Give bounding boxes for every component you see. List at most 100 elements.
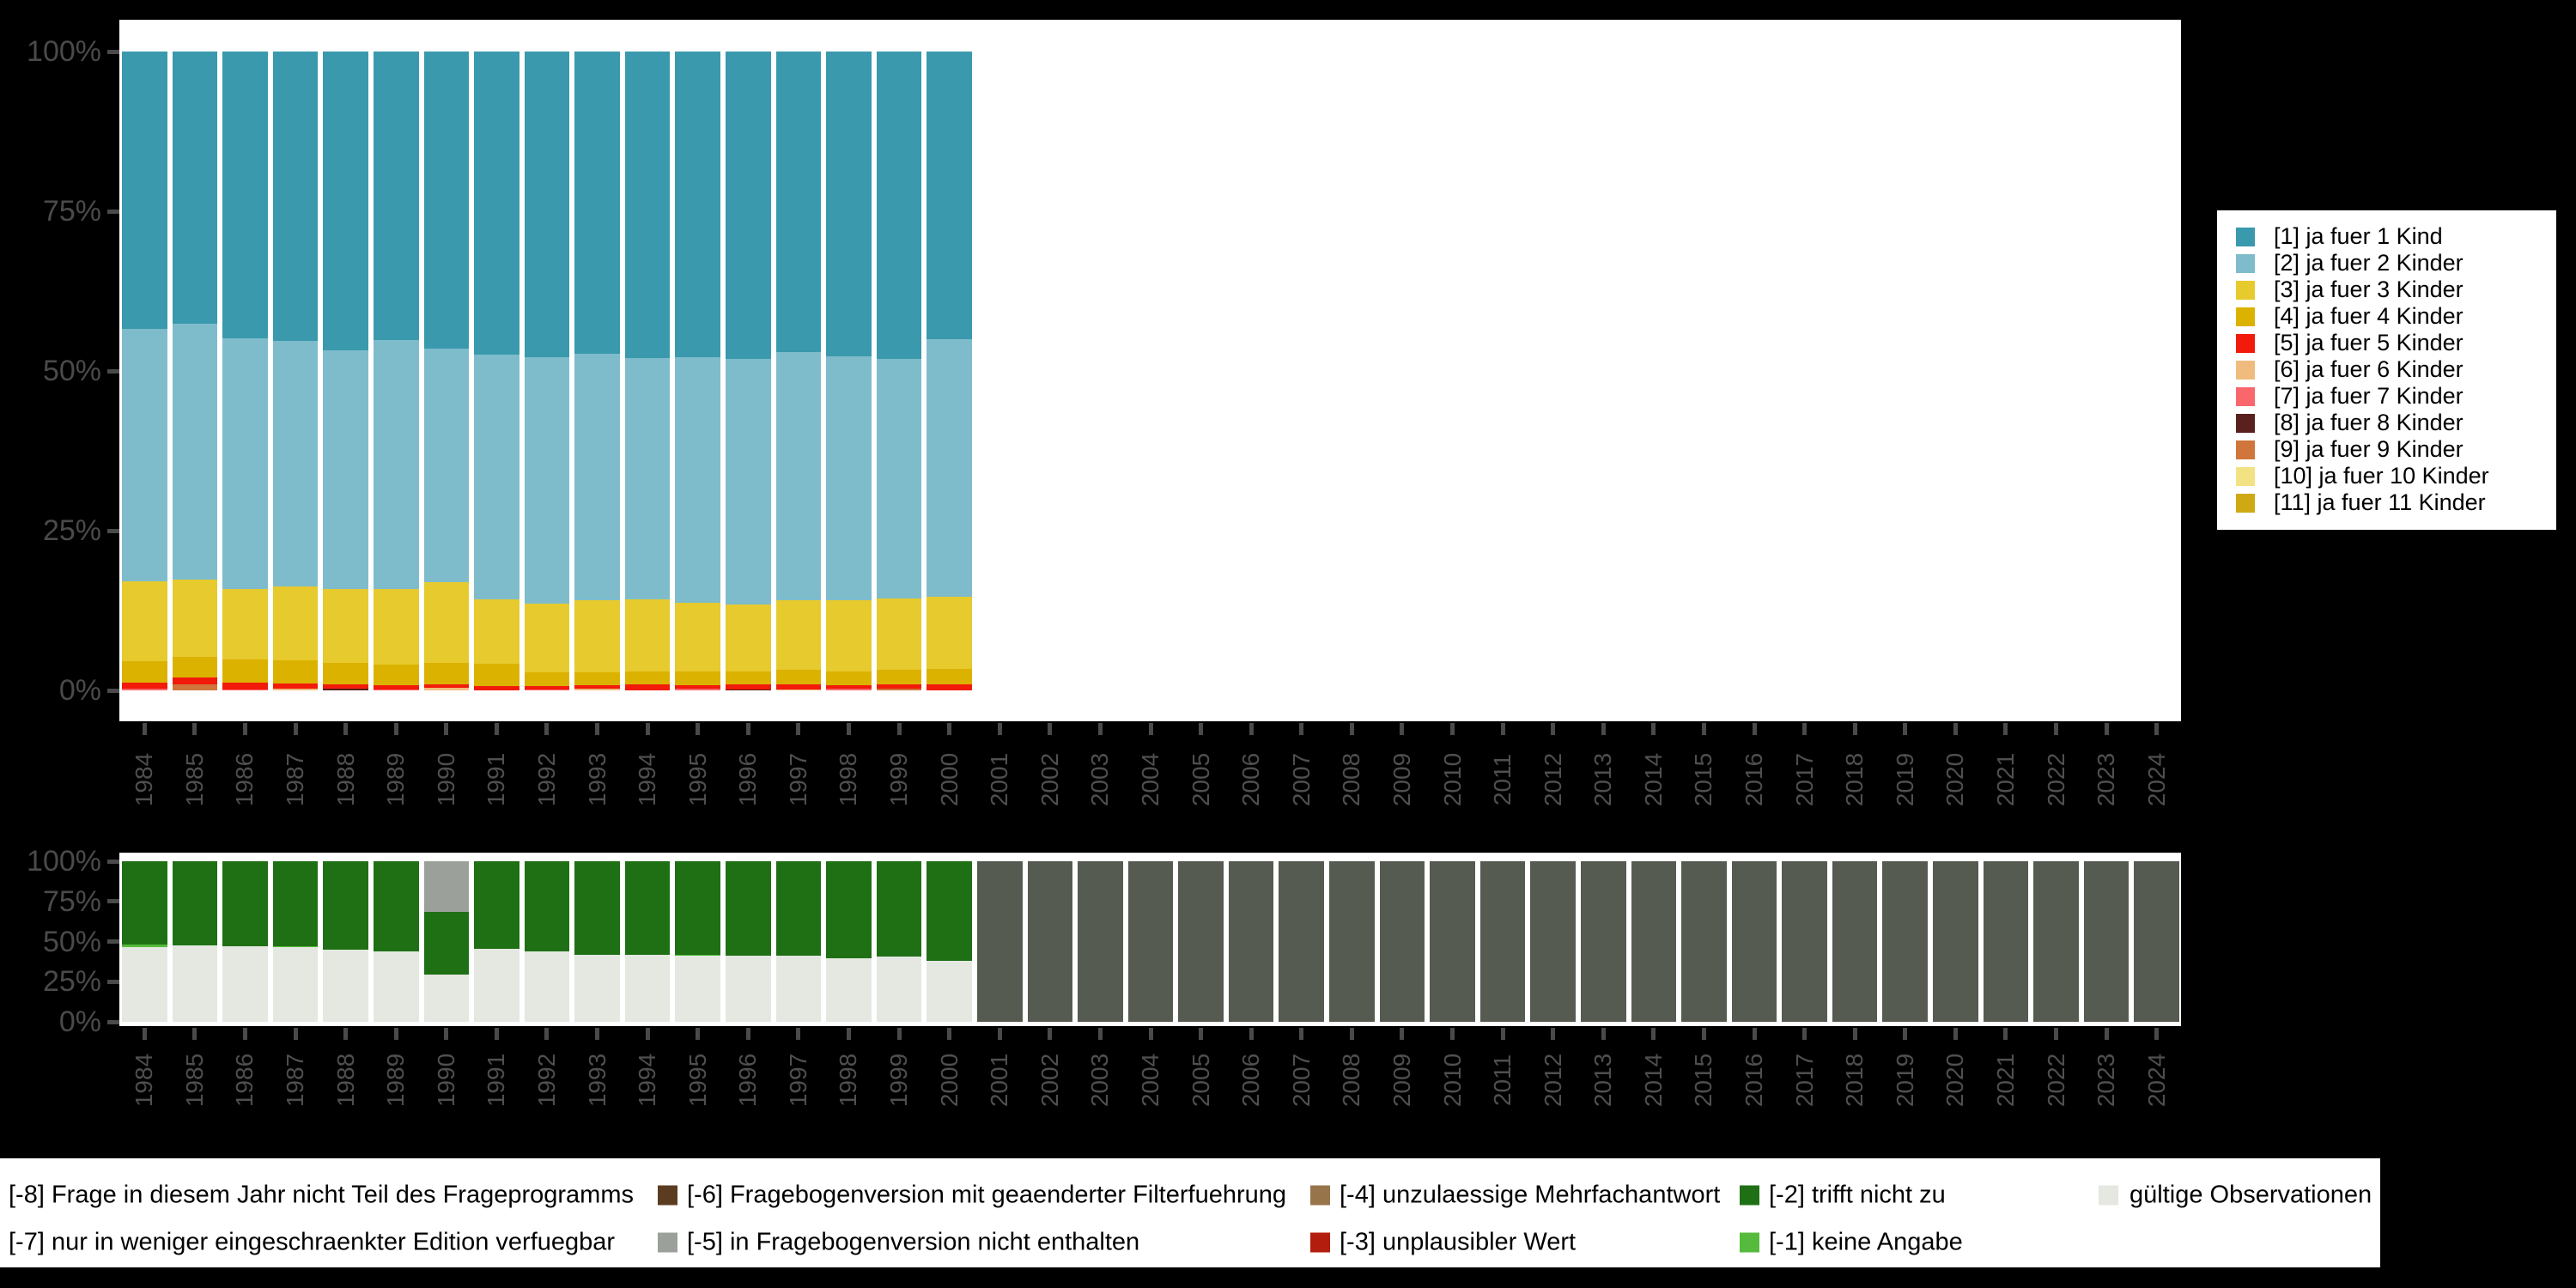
segment	[122, 947, 167, 1022]
y-tick	[107, 209, 119, 214]
x-tick-label-2008: 2008	[1338, 752, 1365, 807]
bar-2002	[1027, 853, 1073, 1026]
bar-1998	[826, 20, 872, 721]
x-tick-label-2018: 2018	[1841, 1053, 1868, 1108]
bar-2022	[2033, 853, 2079, 1026]
missing-code-label: [-5] in Fragebogenversion nicht enthalte…	[687, 1228, 1140, 1256]
x-tick-label-1996: 1996	[734, 1053, 762, 1108]
bar-2000	[927, 853, 972, 1026]
legend-entry: [2] ja fuer 2 Kinder	[2236, 250, 2464, 276]
segment	[726, 684, 771, 690]
segment	[222, 683, 268, 690]
bar-1989	[373, 20, 419, 721]
segment	[1329, 861, 1375, 1022]
segment	[222, 338, 268, 589]
x-tick-label-1994: 1994	[634, 1053, 661, 1108]
segment	[423, 348, 470, 583]
bar-2007	[1279, 853, 1325, 1026]
x-tick	[1349, 1028, 1354, 1040]
legend-label: [1] ja fuer 1 Kind	[2274, 223, 2443, 249]
bar-2024	[2134, 853, 2179, 1026]
legend-swatch	[2236, 307, 2255, 326]
x-tick	[242, 723, 247, 735]
segment	[624, 599, 671, 672]
x-tick-label-1996: 1996	[734, 752, 762, 807]
missing-code-swatch	[658, 1185, 677, 1206]
segment	[524, 861, 570, 951]
x-tick-label-2013: 2013	[1589, 752, 1617, 807]
x-tick	[1148, 1028, 1153, 1040]
bar-2011	[1479, 853, 1526, 1026]
segment	[1882, 861, 1929, 1022]
x-tick	[2104, 723, 2109, 735]
segment	[826, 957, 872, 1022]
bar-1993	[574, 20, 620, 721]
segment	[373, 951, 419, 1022]
segment	[574, 861, 620, 956]
x-tick-label-2017: 2017	[1790, 752, 1818, 807]
x-tick-label-2002: 2002	[1036, 752, 1063, 807]
y-tick-label: 0%	[58, 674, 101, 707]
x-tick	[1601, 723, 1606, 735]
x-tick	[343, 1028, 349, 1040]
segment	[675, 356, 721, 604]
x-tick	[544, 1028, 550, 1040]
segment	[726, 671, 771, 685]
segment	[122, 328, 167, 581]
x-tick-label-1992: 1992	[532, 1053, 560, 1108]
x-tick-label-1986: 1986	[231, 752, 258, 807]
x-tick-label-2023: 2023	[2093, 1053, 2120, 1108]
x-tick	[494, 1028, 499, 1040]
segment	[172, 657, 218, 678]
x-tick-label-1997: 1997	[784, 1053, 811, 1108]
x-tick	[1199, 1028, 1204, 1040]
x-tick	[1701, 1028, 1706, 1040]
missing-codes-legend: [-8] Frage in diesem Jahr nicht Teil des…	[0, 1158, 2380, 1267]
x-tick	[1551, 1028, 1556, 1040]
segment	[524, 356, 570, 604]
y-tick	[107, 1019, 119, 1024]
segment	[373, 52, 419, 341]
segment	[373, 665, 419, 686]
segment	[172, 580, 218, 658]
segment	[826, 688, 872, 690]
y-tick-label: 75%	[42, 195, 101, 228]
x-tick	[1249, 1028, 1254, 1040]
segment	[323, 861, 368, 951]
x-tick-label-2020: 2020	[1941, 1053, 1969, 1108]
x-tick	[1249, 723, 1254, 735]
segment	[624, 52, 671, 359]
x-tick-label-1991: 1991	[483, 752, 510, 807]
missing-code-label: [-3] unplausibler Wert	[1340, 1228, 1577, 1256]
x-tick	[192, 723, 197, 735]
y-tick-label: 25%	[42, 514, 101, 547]
x-tick-label-2011: 2011	[1489, 753, 1516, 806]
segment	[222, 52, 268, 339]
x-tick-label-1991: 1991	[483, 1053, 510, 1108]
x-tick-label-2019: 2019	[1891, 1053, 1918, 1108]
x-tick	[1601, 1028, 1606, 1040]
x-tick	[1752, 723, 1757, 735]
x-tick-label-2009: 2009	[1388, 752, 1415, 807]
x-tick	[1048, 723, 1053, 735]
x-tick	[1097, 1028, 1103, 1040]
bar-2004	[1127, 853, 1174, 1026]
segment	[1178, 861, 1224, 1022]
segment	[1279, 861, 1325, 1022]
x-tick-label-2001: 2001	[986, 752, 1013, 807]
y-tick	[107, 368, 119, 374]
bar-2021	[1983, 853, 2029, 1026]
segment	[272, 688, 319, 690]
segment	[826, 685, 872, 689]
x-tick-label-2016: 2016	[1741, 752, 1768, 807]
segment	[624, 671, 671, 685]
x-tick-label-2010: 2010	[1438, 752, 1466, 807]
x-tick	[343, 723, 349, 735]
missing-code-swatch	[2099, 1185, 2118, 1206]
x-tick	[1852, 1028, 1857, 1040]
segment	[524, 685, 570, 690]
legend-label: [7] ja fuer 7 Kinder	[2274, 383, 2464, 409]
x-tick	[947, 723, 952, 735]
segment	[172, 52, 218, 324]
segment	[675, 52, 721, 357]
